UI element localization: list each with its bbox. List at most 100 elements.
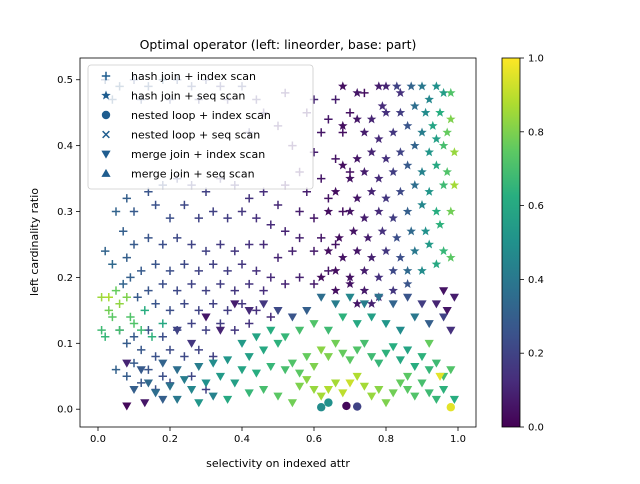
data-point bbox=[352, 153, 362, 163]
data-point bbox=[374, 293, 384, 302]
data-point bbox=[97, 325, 106, 335]
data-point bbox=[101, 332, 110, 341]
y-tick-label: 0.2 bbox=[57, 273, 73, 284]
data-point bbox=[338, 81, 348, 91]
data-point bbox=[431, 160, 442, 170]
data-point bbox=[216, 279, 225, 289]
data-point bbox=[424, 366, 434, 375]
colorbar-gradient bbox=[501, 57, 521, 428]
data-point bbox=[363, 232, 373, 242]
data-point bbox=[446, 366, 456, 375]
data-point bbox=[208, 359, 218, 368]
data-point bbox=[359, 300, 369, 309]
data-point bbox=[126, 273, 135, 282]
data-point bbox=[158, 332, 167, 341]
data-point bbox=[402, 265, 413, 275]
data-point bbox=[273, 339, 283, 348]
data-point bbox=[388, 389, 398, 398]
data-point bbox=[352, 320, 362, 329]
data-point bbox=[187, 339, 197, 348]
data-point bbox=[323, 246, 334, 256]
data-point bbox=[287, 399, 297, 408]
data-point bbox=[172, 395, 182, 404]
data-point bbox=[317, 174, 326, 183]
data-point bbox=[439, 287, 449, 296]
data-point bbox=[424, 239, 434, 249]
data-point bbox=[287, 359, 297, 368]
data-point bbox=[424, 320, 434, 329]
data-point bbox=[446, 403, 455, 412]
data-point bbox=[119, 279, 128, 289]
data-point bbox=[144, 325, 153, 335]
data-point bbox=[446, 87, 456, 97]
data-point bbox=[295, 382, 305, 391]
data-point bbox=[410, 140, 420, 150]
x-tick-label: 0.6 bbox=[306, 434, 322, 445]
legend-marker bbox=[101, 150, 111, 159]
data-point bbox=[410, 246, 420, 256]
data-point bbox=[147, 332, 157, 341]
data-point bbox=[366, 252, 377, 262]
legend-marker bbox=[102, 130, 110, 139]
data-point bbox=[223, 395, 233, 404]
data-point bbox=[237, 260, 247, 269]
data-point bbox=[252, 213, 261, 223]
data-point bbox=[359, 213, 370, 223]
data-point bbox=[172, 366, 182, 375]
data-point bbox=[209, 352, 218, 361]
data-point bbox=[403, 372, 413, 381]
data-point bbox=[201, 246, 211, 256]
data-point bbox=[194, 399, 204, 408]
data-point bbox=[180, 352, 189, 361]
data-point bbox=[126, 312, 135, 322]
data-point bbox=[420, 107, 431, 117]
data-point bbox=[410, 101, 420, 111]
data-point bbox=[345, 379, 355, 388]
data-point bbox=[438, 87, 449, 97]
data-point bbox=[449, 293, 459, 302]
data-point bbox=[324, 398, 333, 407]
data-point bbox=[223, 213, 232, 223]
x-tick-label: 0.2 bbox=[162, 434, 178, 445]
data-point bbox=[359, 339, 369, 348]
data-point bbox=[374, 173, 384, 183]
data-point bbox=[395, 186, 406, 196]
data-point bbox=[388, 166, 398, 177]
data-point bbox=[266, 273, 275, 282]
data-point bbox=[439, 386, 449, 395]
data-point bbox=[129, 207, 139, 216]
data-point bbox=[165, 306, 175, 315]
data-point bbox=[104, 292, 113, 302]
data-point bbox=[359, 382, 369, 391]
data-point bbox=[209, 299, 218, 308]
data-point bbox=[287, 313, 297, 322]
data-point bbox=[381, 246, 391, 256]
data-point bbox=[136, 366, 146, 375]
data-point bbox=[201, 325, 211, 335]
data-point bbox=[316, 293, 326, 302]
data-point bbox=[352, 193, 362, 203]
data-point bbox=[302, 353, 312, 362]
data-point bbox=[374, 134, 384, 144]
data-point bbox=[442, 127, 452, 137]
data-point bbox=[165, 345, 175, 355]
data-point bbox=[449, 395, 459, 404]
data-point bbox=[395, 87, 406, 97]
data-point bbox=[194, 213, 203, 223]
data-point bbox=[331, 154, 340, 164]
data-point bbox=[237, 207, 247, 216]
data-point bbox=[395, 147, 406, 157]
legend-label: merge join + seq scan bbox=[131, 168, 255, 181]
data-point bbox=[324, 115, 333, 124]
data-point bbox=[446, 326, 456, 335]
data-point bbox=[281, 279, 290, 289]
data-point bbox=[237, 366, 247, 375]
data-point bbox=[388, 213, 398, 223]
data-point bbox=[403, 386, 413, 395]
data-point bbox=[374, 386, 384, 395]
data-point bbox=[331, 240, 340, 249]
data-point bbox=[180, 260, 189, 269]
data-point bbox=[381, 399, 391, 408]
data-point bbox=[345, 206, 355, 216]
data-point bbox=[424, 147, 434, 157]
